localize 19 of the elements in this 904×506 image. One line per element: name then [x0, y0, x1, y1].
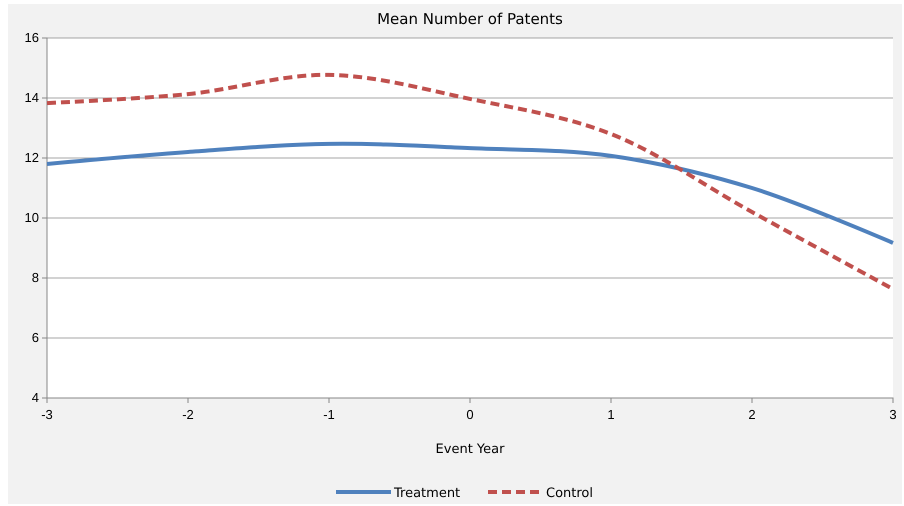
y-tick-label: 16 — [24, 30, 39, 46]
y-tick-label: 8 — [32, 270, 39, 286]
x-tick-label: 2 — [748, 407, 756, 422]
x-axis-title: Event Year — [436, 442, 506, 457]
legend-label: Treatment — [393, 486, 460, 501]
y-tick-label: 6 — [32, 330, 39, 346]
chart-title: Mean Number of Patents — [377, 10, 564, 28]
x-tick-label: -2 — [182, 407, 194, 422]
x-tick-label: 0 — [466, 407, 474, 422]
y-tick-label: 14 — [24, 90, 39, 106]
x-tick-label: 1 — [607, 407, 615, 422]
x-tick-label: -3 — [41, 407, 53, 422]
legend-label: Control — [546, 486, 593, 501]
y-tick-label: 12 — [24, 150, 39, 166]
y-tick-label: 10 — [24, 210, 39, 226]
x-tick-label: -1 — [323, 407, 335, 422]
x-tick-label: 3 — [889, 407, 897, 422]
y-tick-label: 4 — [32, 390, 39, 406]
line-series — [45, 142, 895, 245]
